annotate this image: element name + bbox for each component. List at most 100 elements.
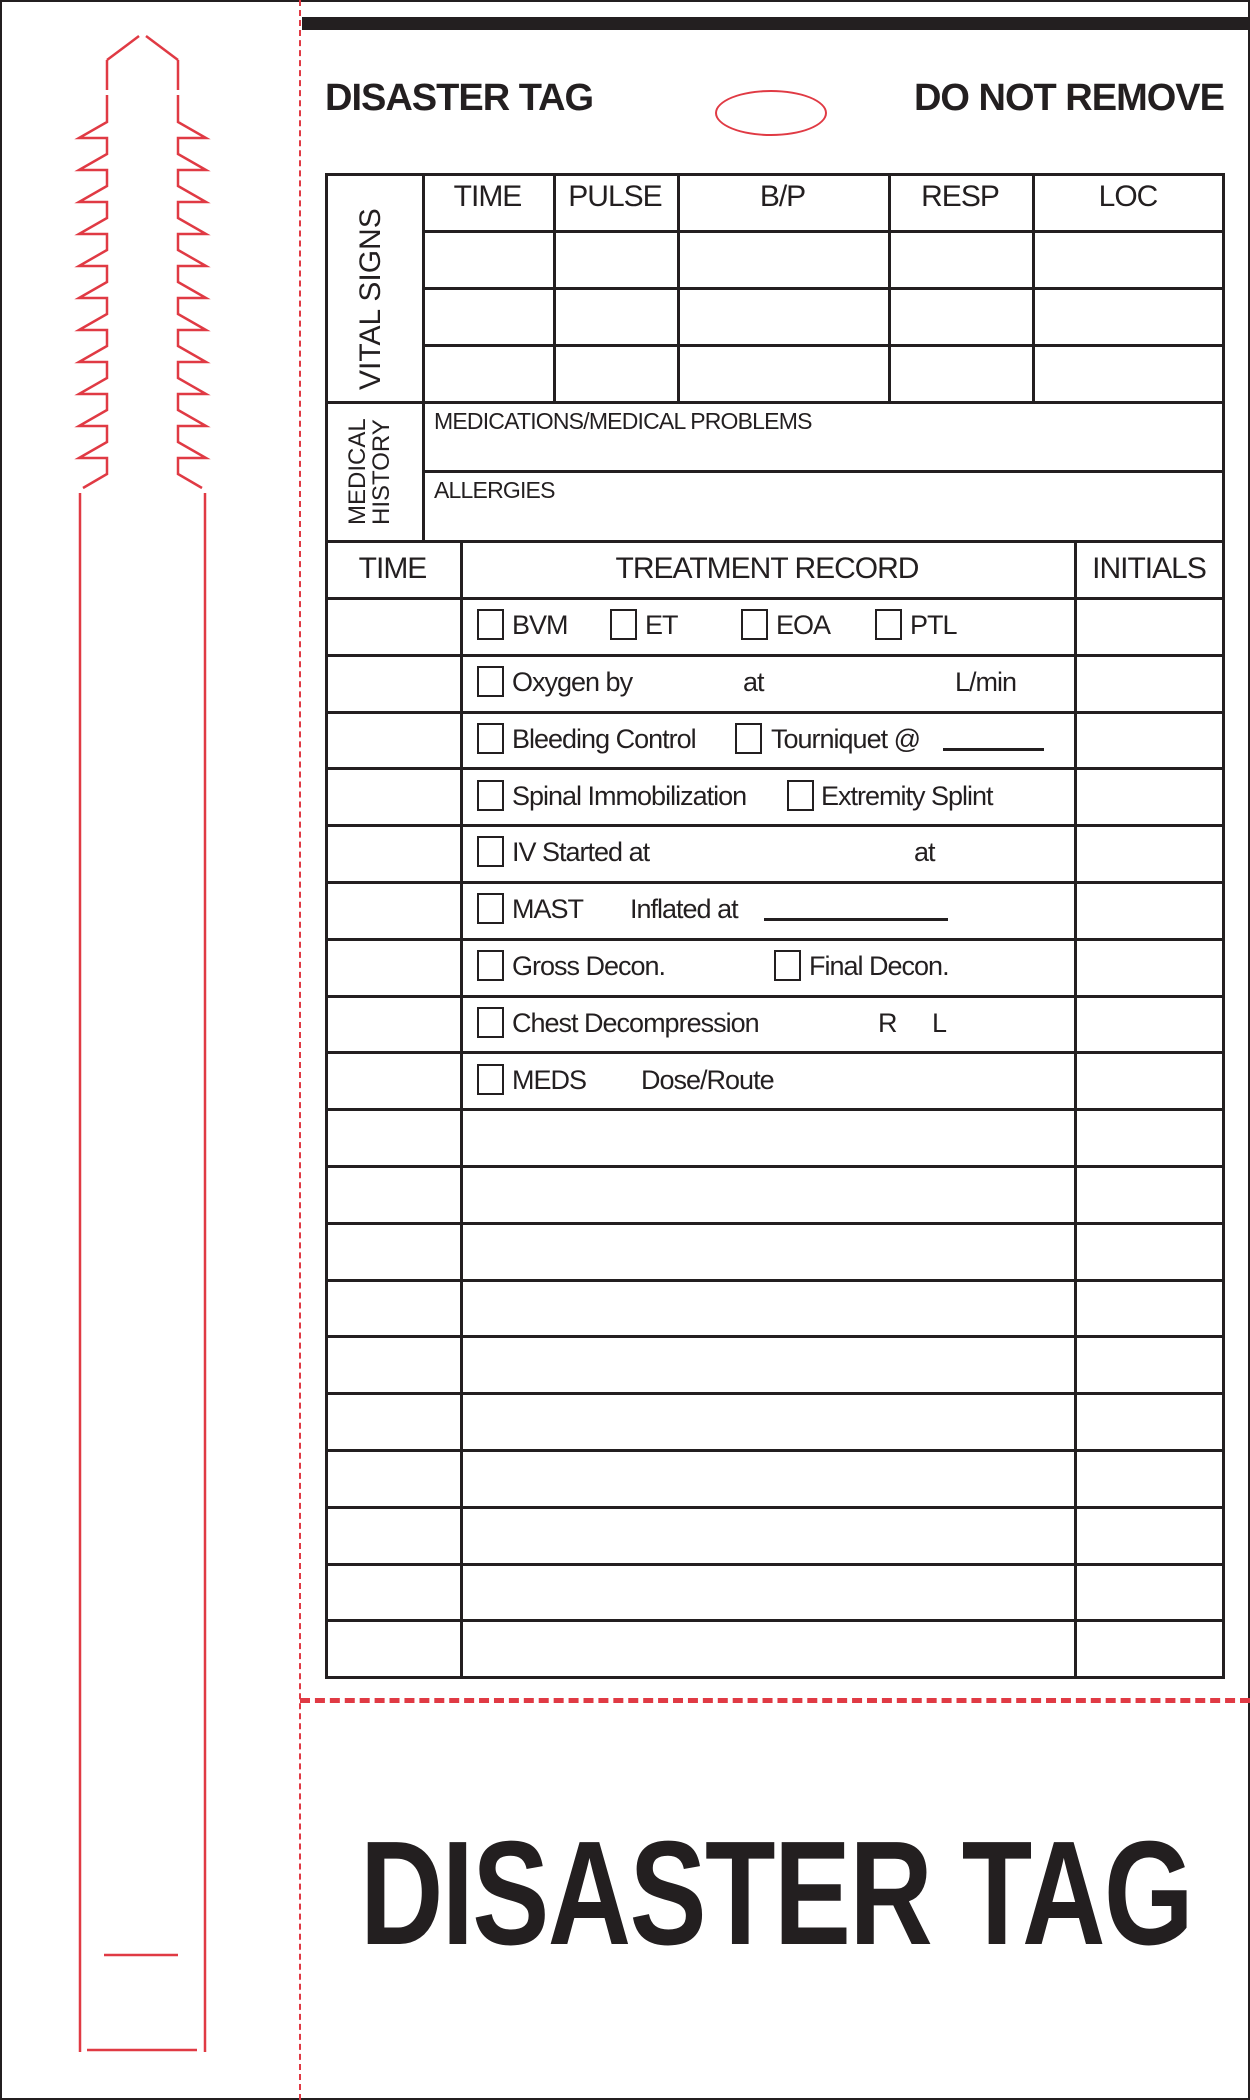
treatment-row-line (325, 1335, 1225, 1338)
treatment-row-line (325, 597, 1225, 600)
spinal-checkbox[interactable] (477, 780, 504, 811)
eoa-label: EOA (776, 610, 831, 640)
iv-at-label: at (914, 837, 936, 867)
strap-teeth-right (176, 95, 211, 490)
et-label: ET (645, 610, 679, 640)
eoa-checkbox[interactable] (741, 609, 768, 640)
vital-signs-label: VITAL SIGNS (354, 208, 387, 390)
strap-tip-left (106, 35, 140, 61)
inflated-at-label: Inflated at (630, 894, 739, 924)
treatment-row-line (325, 824, 1225, 827)
bvm-label: BVM (512, 610, 569, 640)
treatment-col-time: TIME (358, 552, 428, 585)
perforation-vertical (299, 0, 301, 2100)
iv-checkbox[interactable] (477, 836, 504, 867)
col-resp: RESP (921, 180, 1000, 213)
final-decon-label: Final Decon. (809, 951, 950, 981)
tourniquet-time-blank[interactable] (943, 748, 1044, 751)
bleeding-control-label: Bleeding Control (512, 724, 697, 754)
vital-col-line (888, 173, 891, 404)
bleeding-control-checkbox[interactable] (477, 723, 504, 754)
treatment-row-line (325, 1506, 1225, 1509)
meds-label: MEDS (512, 1065, 587, 1095)
treatment-row-line (325, 1165, 1225, 1168)
do-not-remove-notice: DO NOT REMOVE (913, 77, 1225, 119)
strap-tip-right (145, 35, 179, 61)
medical-history-label: MEDICAL HISTORY (344, 418, 395, 525)
treatment-row-line (325, 654, 1225, 657)
vital-col-line (553, 173, 556, 404)
ptl-label: PTL (910, 610, 958, 640)
treatment-row-line (325, 1279, 1225, 1282)
history-label: HISTORY (368, 419, 395, 525)
col-bp: B/P (759, 180, 806, 213)
oxygen-label: Oxygen by (512, 667, 633, 697)
treatment-row-line (325, 767, 1225, 770)
chest-decompression-checkbox[interactable] (477, 1007, 504, 1038)
treatment-row-line (325, 711, 1225, 714)
iv-label: IV Started at (512, 837, 650, 867)
punch-hole (715, 90, 827, 136)
treatment-col-record: TREATMENT RECORD (615, 552, 920, 585)
section-label-divider (422, 173, 425, 543)
treatment-row-line (325, 938, 1225, 941)
table-border-left (325, 173, 328, 1679)
col-time: TIME (453, 180, 523, 213)
footer-title: DISASTER TAG (360, 1811, 1194, 1976)
vital-row-line (422, 344, 1225, 347)
treatment-col-initials: INITIALS (1092, 552, 1207, 585)
dose-route-label: Dose/Route (641, 1065, 775, 1095)
col-loc: LOC (1098, 180, 1159, 213)
vital-col-line (677, 173, 680, 404)
et-checkbox[interactable] (610, 609, 637, 640)
lmin-label: L/min (955, 667, 1017, 697)
tourniquet-label: Tourniquet @ (771, 724, 921, 754)
vital-row-line (422, 230, 1225, 233)
treatment-row-line (325, 995, 1225, 998)
gross-decon-checkbox[interactable] (477, 950, 504, 981)
meds-checkbox[interactable] (477, 1064, 504, 1095)
spinal-label: Spinal Immobilization (512, 781, 747, 811)
mast-checkbox[interactable] (477, 893, 504, 924)
treatment-row-line (325, 1563, 1225, 1566)
left-side-label[interactable]: L (932, 1008, 947, 1038)
vital-col-line (1032, 173, 1035, 404)
treatment-row-line (325, 1619, 1225, 1622)
bvm-checkbox[interactable] (477, 609, 504, 640)
chest-decompression-label: Chest Decompression (512, 1008, 760, 1038)
final-decon-checkbox[interactable] (774, 950, 801, 981)
treatment-row-line (325, 1051, 1225, 1054)
ptl-checkbox[interactable] (875, 609, 902, 640)
section-divider (325, 540, 1225, 543)
allergies-label: ALLERGIES (434, 477, 555, 503)
tourniquet-checkbox[interactable] (735, 723, 762, 754)
medications-label: MEDICATIONS/MEDICAL PROBLEMS (434, 408, 812, 434)
medical-label: MEDICAL (344, 418, 371, 525)
strap-teeth-left (74, 95, 109, 490)
header-title: DISASTER TAG (325, 77, 594, 119)
table-border-top (325, 173, 1225, 176)
treatment-row-line (325, 881, 1225, 884)
history-row-line (422, 470, 1225, 473)
section-divider (325, 401, 1225, 404)
extremity-splint-checkbox[interactable] (787, 780, 814, 811)
gross-decon-label: Gross Decon. (512, 951, 666, 981)
extremity-splint-label: Extremity Splint (821, 781, 994, 811)
oxygen-at-label: at (743, 667, 765, 697)
treatment-col-line (460, 540, 463, 1679)
treatment-row-line (325, 1222, 1225, 1225)
treatment-row-line (325, 1108, 1225, 1111)
right-side-label[interactable]: R (878, 1008, 897, 1038)
treatment-row-line (325, 1449, 1225, 1452)
treatment-col-line (1074, 540, 1077, 1679)
treatment-row-line (325, 1392, 1225, 1395)
perforation-horizontal (300, 1698, 1250, 1703)
top-bar (302, 17, 1250, 30)
oxygen-checkbox[interactable] (477, 666, 504, 697)
table-border-right (1222, 173, 1225, 1679)
mast-label: MAST (512, 894, 584, 924)
vital-row-line (422, 287, 1225, 290)
table-border-bottom (325, 1676, 1225, 1679)
inflated-time-blank[interactable] (764, 918, 948, 921)
